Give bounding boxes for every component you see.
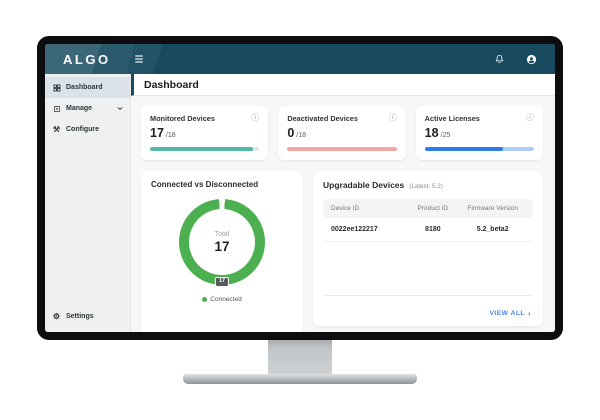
sidebar-item-dashboard[interactable]: Dashboard <box>45 77 130 98</box>
stat-total: /18 <box>165 132 176 139</box>
donut-total-label: Total <box>214 230 230 238</box>
sidebar-item-label: Dashboard <box>66 84 103 91</box>
table-row[interactable]: 0022ee122217 8180 5.2_beta2 <box>323 218 533 242</box>
view-all-link[interactable]: VIEW ALL › <box>489 308 532 318</box>
table-header: Device ID Product ID Firmware Version <box>323 199 533 218</box>
donut-chart-title: Connected vs Disconnected <box>151 180 259 189</box>
progress-track <box>424 147 534 151</box>
sidebar-item-label: Manage <box>66 105 93 112</box>
title-bar: Dashboard <box>131 74 555 96</box>
stat-card-monitored-devices: Monitored Devices ⓘ 17 /18 <box>141 106 269 160</box>
page-title: Dashboard <box>144 78 199 91</box>
progress-fill <box>424 147 504 151</box>
table-title-row: Upgradable Devices (Latest: 5.2) <box>323 180 533 190</box>
column-header-firmware-version: Firmware Version <box>467 205 518 212</box>
info-icon[interactable]: ⓘ <box>525 113 534 122</box>
upgradable-devices-card: Upgradable Devices (Latest: 5.2) Device … <box>313 171 543 326</box>
stat-card-active-licenses: Active Licenses ⓘ 18 /25 <box>415 106 543 160</box>
table-spacer <box>323 242 533 295</box>
monitor-bezel: ALGO <box>37 36 563 340</box>
info-icon[interactable]: ⓘ <box>251 113 260 122</box>
stat-value: 17 <box>150 126 164 140</box>
donut-chart: Total 17 17 <box>179 199 265 287</box>
manage-box-icon <box>52 105 61 113</box>
chevron-down-icon <box>117 106 123 111</box>
stat-total: /25 <box>440 132 451 139</box>
stat-card-row: Monitored Devices ⓘ 17 /18 <box>141 106 543 160</box>
dashboard-content: Monitored Devices ⓘ 17 /18 <box>131 96 555 332</box>
donut-value-badge: 17 <box>214 276 230 287</box>
sidebar-item-configure[interactable]: ⚒ Configure <box>45 119 130 140</box>
sidebar-item-settings[interactable]: ⚙ Settings <box>45 306 130 327</box>
legend-dot-connected <box>202 297 208 302</box>
donut-legend: Connected <box>202 296 242 303</box>
latest-version-label: (Latest: 5.2) <box>409 183 443 190</box>
main-area: Dashboard Monitored Devices ⓘ 17 /1 <box>131 74 555 332</box>
cell-device-id: 0022ee122217 <box>331 226 378 233</box>
algo-logo: ALGO <box>63 51 111 67</box>
user-avatar-icon[interactable] <box>526 54 537 65</box>
info-icon[interactable]: ⓘ <box>388 113 397 122</box>
cell-firmware-version: 5.2_beta2 <box>476 226 509 233</box>
stat-card-deactivated-devices: Deactivated Devices ⓘ 0 /18 <box>278 106 406 160</box>
notifications-bell-icon[interactable] <box>495 54 504 64</box>
progress-track <box>287 147 397 151</box>
monitor-stand-neck <box>268 336 332 376</box>
connected-vs-disconnected-card: Connected vs Disconnected Total 17 17 <box>141 171 303 332</box>
donut-total-value: 17 <box>214 238 230 254</box>
view-all-row: VIEW ALL › <box>323 295 533 326</box>
screen: ALGO <box>45 44 555 332</box>
column-header-device-id: Device ID <box>331 205 360 212</box>
second-row: Connected vs Disconnected Total 17 17 <box>141 171 543 332</box>
cell-product-id: 8180 <box>425 226 441 233</box>
stat-label: Deactivated Devices <box>287 114 358 123</box>
stat-value: 18 <box>424 126 439 140</box>
stat-label: Active Licenses <box>424 114 480 123</box>
dashboard-grid-icon <box>52 84 61 92</box>
sidebar-item-manage[interactable]: Manage <box>45 98 130 119</box>
monitor-stand-base <box>183 374 417 384</box>
app-bar: ALGO <box>45 44 555 74</box>
column-header-product-id: Product ID <box>417 205 449 212</box>
stat-value: 0 <box>287 126 295 140</box>
sidebar: Dashboard Manage <box>45 74 131 332</box>
stat-label: Monitored Devices <box>150 114 215 123</box>
hamburger-menu-icon[interactable] <box>134 55 143 63</box>
table-title: Upgradable Devices <box>323 180 405 190</box>
sidebar-item-label: Settings <box>66 313 94 320</box>
stat-total: /18 <box>296 132 307 139</box>
configure-tools-icon: ⚒ <box>52 125 61 134</box>
view-all-label: VIEW ALL <box>489 310 525 317</box>
sidebar-item-label: Configure <box>66 126 100 133</box>
gear-icon: ⚙ <box>52 312 61 321</box>
progress-track <box>150 147 260 151</box>
chevron-right-icon: › <box>527 308 531 318</box>
body-row: Dashboard Manage <box>45 74 555 332</box>
donut-center: Total 17 <box>189 209 255 275</box>
progress-fill <box>150 147 253 151</box>
sidebar-spacer <box>45 140 130 306</box>
legend-label: Connected <box>210 296 242 303</box>
